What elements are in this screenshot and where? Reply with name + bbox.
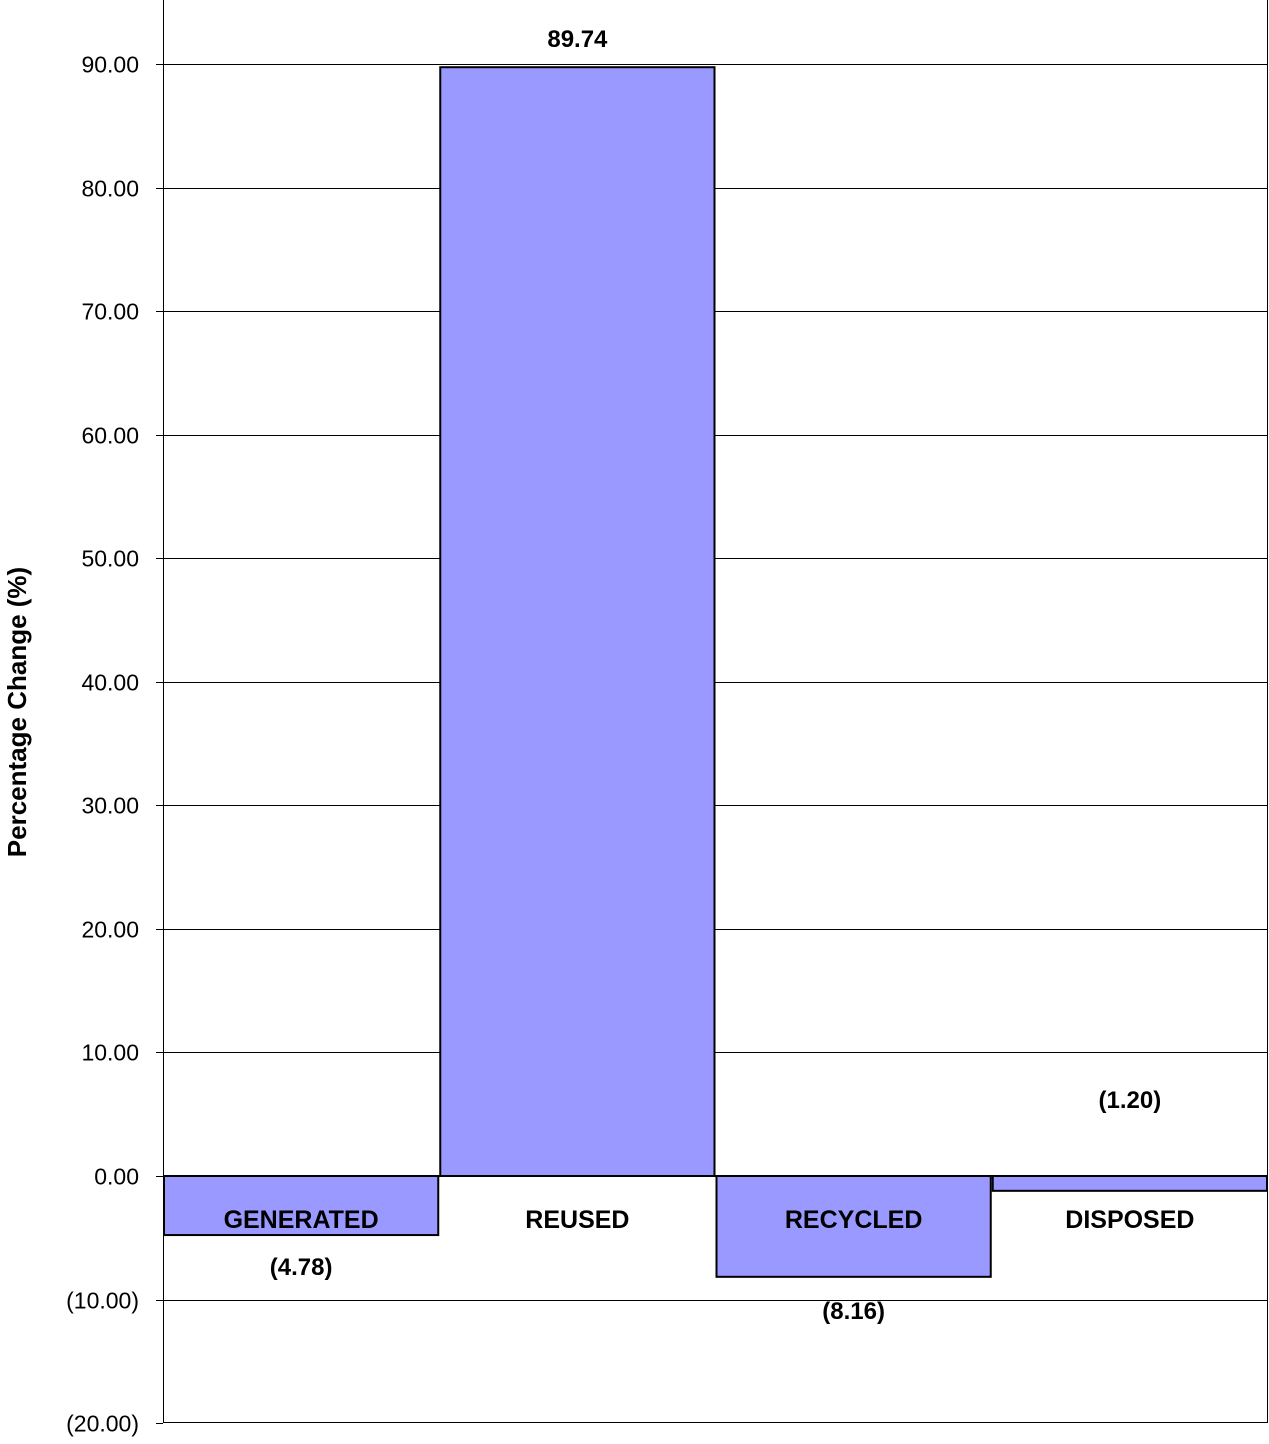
y-tick-label: 50.00 xyxy=(81,546,139,572)
category-label-generated: GENERATED xyxy=(224,1206,379,1234)
category-label-recycled: RECYCLED xyxy=(785,1206,923,1234)
y-tick-label: 40.00 xyxy=(81,670,139,696)
category-label-disposed: DISPOSED xyxy=(1065,1206,1194,1234)
bar-generated xyxy=(163,1175,440,1237)
bar-reused xyxy=(439,66,716,1178)
bar-recycled xyxy=(715,1175,992,1278)
y-tick-label: 10.00 xyxy=(81,1040,139,1066)
y-tick-label: 90.00 xyxy=(81,52,139,78)
y-axis-title: Percentage Change (%) xyxy=(2,567,32,857)
y-tick-label: (10.00) xyxy=(66,1288,139,1314)
data-label-disposed: (1.20) xyxy=(1099,1087,1162,1114)
y-tick-label: 60.00 xyxy=(81,423,139,449)
data-label-recycled: (8.16) xyxy=(822,1298,885,1325)
y-tick-label: (20.00) xyxy=(66,1411,139,1437)
y-tick-label: 80.00 xyxy=(81,176,139,202)
y-tick-label: 0.00 xyxy=(94,1164,139,1190)
y-tick-label: 20.00 xyxy=(81,917,139,943)
y-tick-label: 30.00 xyxy=(81,793,139,819)
data-label-generated: (4.78) xyxy=(270,1254,333,1281)
data-label-reused: 89.74 xyxy=(547,26,608,53)
y-tick-label: 70.00 xyxy=(81,299,139,325)
bar-disposed xyxy=(991,1175,1268,1192)
category-label-reused: REUSED xyxy=(525,1206,629,1234)
